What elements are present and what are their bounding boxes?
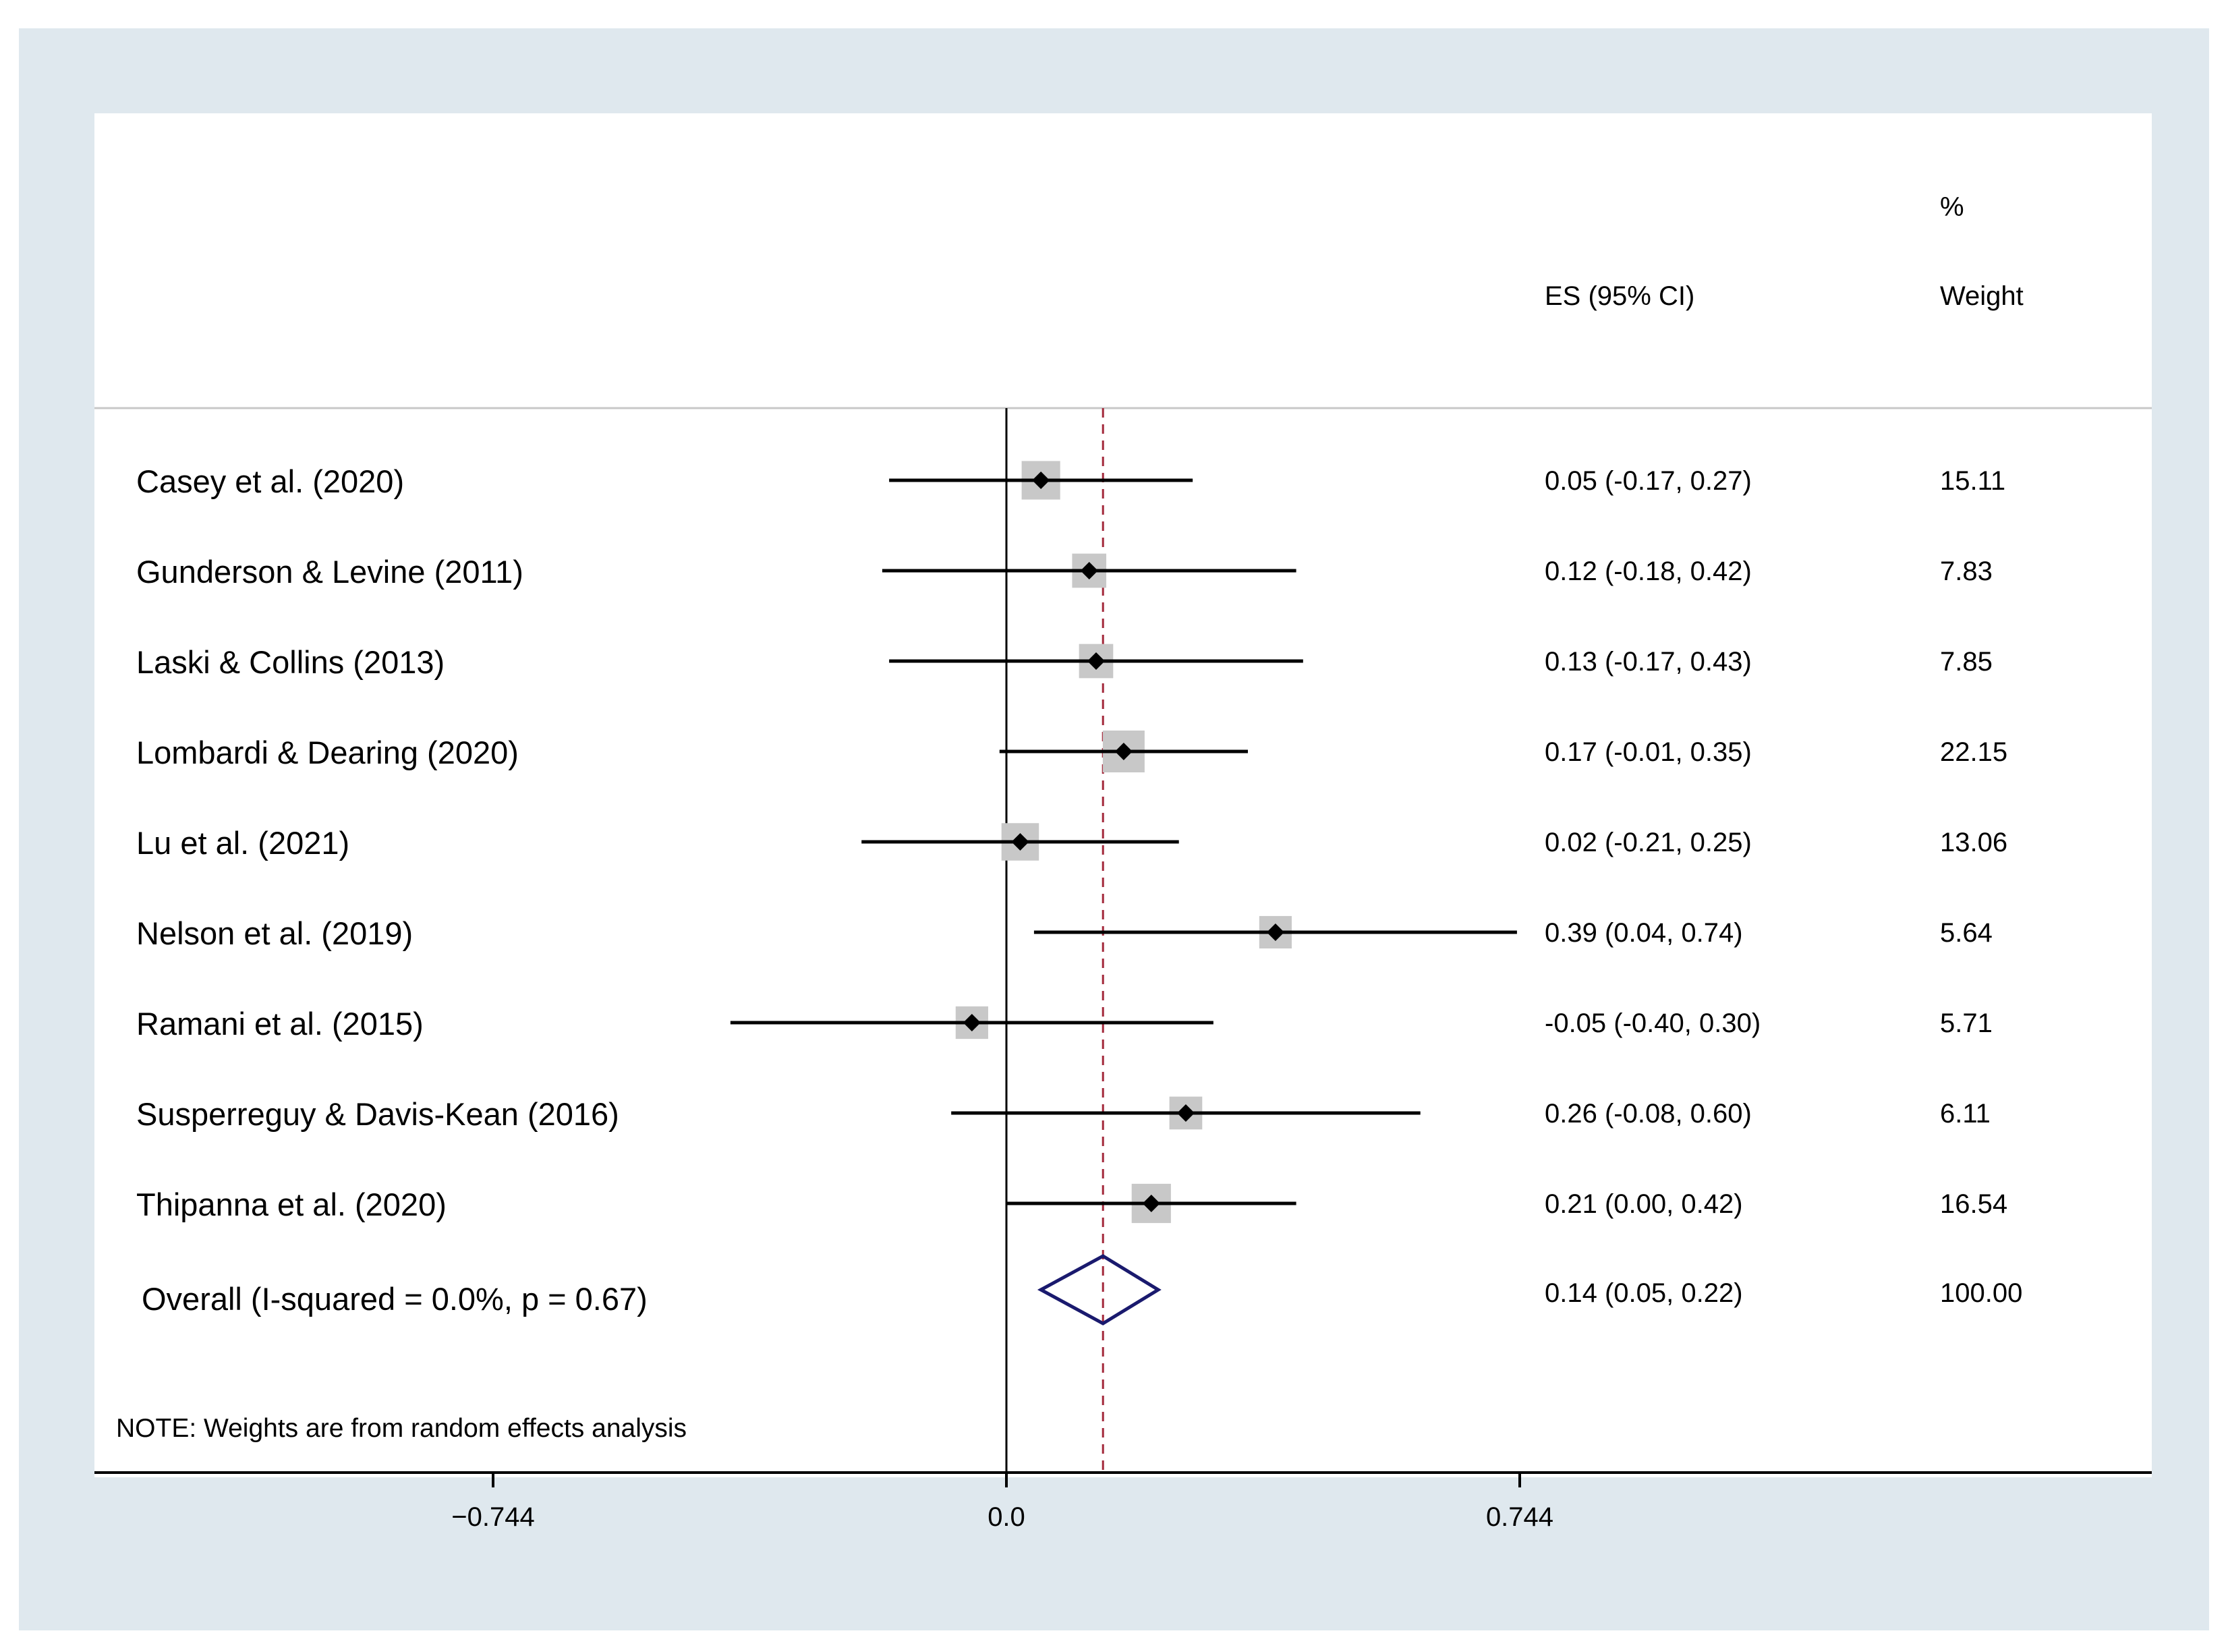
x-axis-ticks: −0.744 0.0 0.744 [451, 1473, 1553, 1532]
study-es-text: 0.21 (0.00, 0.42) [1545, 1189, 1743, 1219]
study-es-text: 0.05 (-0.17, 0.27) [1545, 466, 1752, 496]
study-es-text: 0.39 (0.04, 0.74) [1545, 918, 1743, 948]
study-es-text: 0.26 (-0.08, 0.60) [1545, 1099, 1752, 1129]
point-estimate-marker [1114, 743, 1133, 760]
overall-label: Overall (I-squared = 0.0%, p = 0.67) [142, 1281, 648, 1317]
study-weight-text: 7.83 [1940, 557, 1993, 586]
x-tick-label: 0.744 [1486, 1502, 1553, 1532]
study-es-text: 0.17 (-0.01, 0.35) [1545, 737, 1752, 767]
point-estimate-marker [1087, 652, 1105, 670]
x-tick-label: −0.744 [451, 1502, 534, 1532]
study-label: Gunderson & Levine (2011) [136, 554, 523, 590]
overall-es-text: 0.14 (0.05, 0.22) [1545, 1278, 1743, 1308]
weight-percent-header: % [1940, 192, 1964, 222]
overall-weight-text: 100.00 [1940, 1278, 2022, 1308]
study-es-text: -0.05 (-0.40, 0.30) [1545, 1008, 1761, 1038]
study-weight-text: 15.11 [1940, 466, 2005, 496]
study-es-text: 0.13 (-0.17, 0.43) [1545, 647, 1752, 677]
x-tick-label: 0.0 [988, 1502, 1025, 1532]
overall-diamond [1037, 1254, 1162, 1326]
study-es-text: 0.02 (-0.21, 0.25) [1545, 828, 1752, 857]
point-estimate-marker [1266, 923, 1284, 941]
study-weight-text: 13.06 [1940, 828, 2007, 857]
study-weight-text: 5.64 [1940, 918, 1993, 948]
point-estimate-marker [1032, 472, 1050, 489]
study-weight-text: 16.54 [1940, 1189, 2007, 1219]
es-ci-header: ES (95% CI) [1545, 281, 1694, 311]
point-estimate-marker [1080, 562, 1098, 579]
study-weight-text: 7.85 [1940, 647, 1993, 677]
point-estimate-marker [1176, 1104, 1195, 1122]
study-label: Lu et al. (2021) [136, 825, 349, 861]
point-estimate-marker [1011, 833, 1029, 851]
study-label: Thipanna et al. (2020) [136, 1187, 447, 1222]
study-label: Ramani et al. (2015) [136, 1006, 424, 1042]
study-rows: Casey et al. (2020) 0.05 (-0.17, 0.27) 15.… [136, 461, 2007, 1224]
point-estimate-marker [1142, 1195, 1160, 1212]
weight-header: Weight [1940, 281, 2024, 311]
study-label: Laski & Collins (2013) [136, 644, 445, 680]
weights-note: NOTE: Weights are from random effects an… [116, 1414, 687, 1443]
study-weight-text: 22.15 [1940, 737, 2007, 767]
study-es-text: 0.12 (-0.18, 0.42) [1545, 557, 1752, 586]
plot-panel [94, 113, 2152, 1477]
study-weight-text: 6.11 [1940, 1099, 1991, 1129]
study-weight-text: 5.71 [1940, 1008, 1993, 1038]
study-label: Lombardi & Dearing (2020) [136, 735, 519, 770]
study-label: Casey et al. (2020) [136, 463, 404, 499]
study-label: Susperreguy & Davis-Kean (2016) [136, 1096, 619, 1132]
point-estimate-marker [963, 1014, 981, 1031]
study-label: Nelson et al. (2019) [136, 915, 413, 951]
